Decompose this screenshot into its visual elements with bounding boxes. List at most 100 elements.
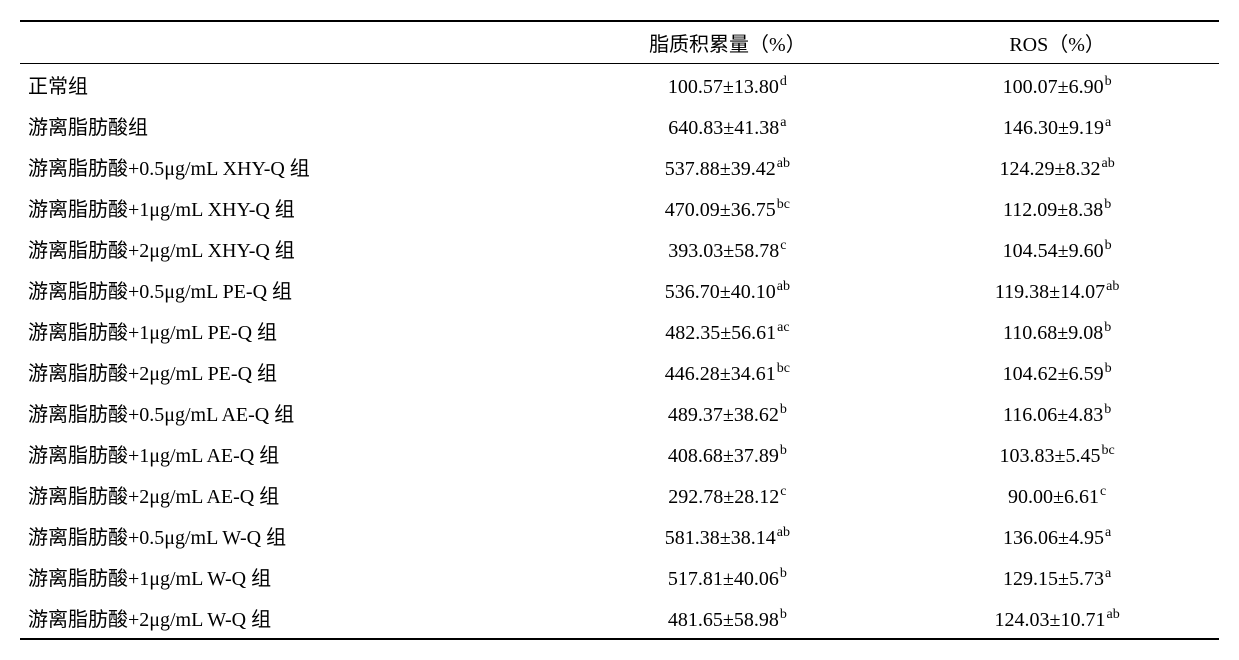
lipid-superscript: ab	[777, 525, 790, 540]
lipid-value: 470.09±36.75bc	[560, 187, 896, 228]
row-label: 游离脂肪酸组	[20, 105, 560, 146]
lipid-superscript: bc	[777, 197, 790, 212]
table-row: 正常组100.57±13.80d100.07±6.90b	[20, 64, 1219, 106]
row-label: 游离脂肪酸+0.5μg/mL PE-Q 组	[20, 269, 560, 310]
table-row: 游离脂肪酸+0.5μg/mL PE-Q 组536.70±40.10ab119.3…	[20, 269, 1219, 310]
table-row: 游离脂肪酸+0.5μg/mL W-Q 组581.38±38.14ab136.06…	[20, 515, 1219, 556]
lipid-value: 408.68±37.89b	[560, 433, 896, 474]
ros-superscript: b	[1105, 74, 1112, 89]
ros-value: 100.07±6.90b	[895, 64, 1219, 106]
table-row: 游离脂肪酸+1μg/mL AE-Q 组408.68±37.89b103.83±5…	[20, 433, 1219, 474]
ros-number: 100.07±6.90	[1003, 76, 1104, 98]
ros-number: 103.83±5.45	[1000, 445, 1101, 467]
col-header-ros: ROS（%）	[895, 21, 1219, 64]
ros-superscript: a	[1105, 525, 1111, 540]
ros-value: 112.09±8.38b	[895, 187, 1219, 228]
ros-number: 112.09±8.38	[1003, 199, 1103, 221]
ros-number: 119.38±14.07	[995, 281, 1105, 303]
lipid-superscript: c	[780, 238, 786, 253]
table-row: 游离脂肪酸+2μg/mL XHY-Q 组 393.03±58.78c 104.54±…	[20, 228, 1219, 269]
lipid-superscript: ac	[777, 320, 789, 335]
table-body: 正常组100.57±13.80d100.07±6.90b游离脂肪酸组640.83…	[20, 64, 1219, 640]
ros-number: 136.06±4.95	[1003, 527, 1104, 549]
table-row: 游离脂肪酸+1μg/mL W-Q 组517.81±40.06b129.15±5.…	[20, 556, 1219, 597]
lipid-value: 640.83±41.38a	[560, 105, 896, 146]
row-label: 游离脂肪酸+0.5μg/mL W-Q 组	[20, 515, 560, 556]
row-label: 游离脂肪酸+1μg/mL PE-Q 组	[20, 310, 560, 351]
row-label: 游离脂肪酸+1μg/mL AE-Q 组	[20, 433, 560, 474]
lipid-number: 482.35±56.61	[665, 322, 776, 344]
lipid-number: 470.09±36.75	[665, 199, 776, 221]
lipid-number: 446.28±34.61	[665, 363, 776, 385]
lipid-superscript: b	[780, 443, 787, 458]
row-label: 游离脂肪酸+1μg/mL XHY-Q 组	[20, 187, 560, 228]
ros-superscript: bc	[1102, 443, 1115, 458]
ros-value: 104.54±9.60b	[895, 228, 1219, 269]
ros-number: 90.00±6.61	[1008, 486, 1099, 508]
lipid-superscript: b	[780, 402, 787, 417]
lipid-number: 408.68±37.89	[668, 445, 779, 467]
lipid-superscript: bc	[777, 361, 790, 376]
ros-number: 129.15±5.73	[1003, 568, 1104, 590]
lipid-number: 537.88±39.42	[665, 158, 776, 180]
lipid-superscript: b	[780, 607, 787, 622]
ros-number: 110.68±9.08	[1003, 322, 1103, 344]
ros-superscript: b	[1104, 402, 1111, 417]
row-label: 游离脂肪酸+2μg/mL PE-Q 组	[20, 351, 560, 392]
col-header-lipid: 脂质积累量（%）	[560, 21, 896, 64]
ros-value: 136.06±4.95a	[895, 515, 1219, 556]
lipid-number: 536.70±40.10	[665, 281, 776, 303]
ros-superscript: b	[1104, 197, 1111, 212]
ros-value: 129.15±5.73a	[895, 556, 1219, 597]
lipid-number: 517.81±40.06	[668, 568, 779, 590]
lipid-value: 536.70±40.10ab	[560, 269, 896, 310]
ros-number: 116.06±4.83	[1003, 404, 1103, 426]
ros-number: 104.62±6.59	[1003, 363, 1104, 385]
lipid-value: 517.81±40.06b	[560, 556, 896, 597]
row-label: 游离脂肪酸+2μg/mL XHY-Q 组	[20, 228, 560, 269]
ros-value: 146.30±9.19a	[895, 105, 1219, 146]
ros-superscript: b	[1105, 361, 1112, 376]
ros-superscript: ab	[1106, 279, 1119, 294]
data-table-container: 脂质积累量（%） ROS（%） 正常组100.57±13.80d100.07±6…	[20, 20, 1219, 640]
ros-number: 146.30±9.19	[1003, 117, 1104, 139]
ros-value: 90.00±6.61c	[895, 474, 1219, 515]
ros-value: 124.03±10.71ab	[895, 597, 1219, 639]
ros-superscript: b	[1105, 238, 1112, 253]
ros-value: 110.68±9.08b	[895, 310, 1219, 351]
table-row: 游离脂肪酸+0.5μg/mL AE-Q 组489.37±38.62b116.06…	[20, 392, 1219, 433]
table-row: 游离脂肪酸+2μg/mL AE-Q 组292.78±28.12c90.00±6.…	[20, 474, 1219, 515]
ros-superscript: ab	[1107, 607, 1120, 622]
row-label: 游离脂肪酸+1μg/mL W-Q 组	[20, 556, 560, 597]
ros-value: 103.83±5.45bc	[895, 433, 1219, 474]
lipid-superscript: c	[780, 484, 786, 499]
ros-number: 124.29±8.32	[1000, 158, 1101, 180]
lipid-value: 537.88±39.42ab	[560, 146, 896, 187]
ros-number: 104.54±9.60	[1003, 240, 1104, 262]
lipid-superscript: d	[780, 74, 787, 89]
lipid-superscript: ab	[777, 156, 790, 171]
lipid-value: 446.28±34.61bc	[560, 351, 896, 392]
lipid-value: 292.78±28.12c	[560, 474, 896, 515]
data-table: 脂质积累量（%） ROS（%） 正常组100.57±13.80d100.07±6…	[20, 20, 1219, 640]
lipid-superscript: ab	[777, 279, 790, 294]
table-row: 游离脂肪酸+1μg/mL XHY-Q 组470.09±36.75bc112.09…	[20, 187, 1219, 228]
row-label: 游离脂肪酸+0.5μg/mL XHY-Q 组	[20, 146, 560, 187]
ros-value: 116.06±4.83b	[895, 392, 1219, 433]
row-label: 游离脂肪酸+2μg/mL AE-Q 组	[20, 474, 560, 515]
table-row: 游离脂肪酸+1μg/mL PE-Q 组 482.35±56.61ac 110.68±…	[20, 310, 1219, 351]
row-label: 正常组	[20, 64, 560, 106]
lipid-value: 581.38±38.14ab	[560, 515, 896, 556]
lipid-number: 581.38±38.14	[665, 527, 776, 549]
ros-value: 119.38±14.07ab	[895, 269, 1219, 310]
lipid-value: 481.65±58.98b	[560, 597, 896, 639]
ros-value: 104.62±6.59b	[895, 351, 1219, 392]
lipid-value: 100.57±13.80d	[560, 64, 896, 106]
table-row: 游离脂肪酸+2μg/mL W-Q 组481.65±58.98b124.03±10…	[20, 597, 1219, 639]
ros-number: 124.03±10.71	[995, 609, 1106, 631]
lipid-number: 393.03±58.78	[668, 240, 779, 262]
lipid-number: 100.57±13.80	[668, 76, 779, 98]
lipid-number: 481.65±58.98	[668, 609, 779, 631]
table-row: 游离脂肪酸+0.5μg/mL XHY-Q 组537.88±39.42ab124.…	[20, 146, 1219, 187]
ros-superscript: a	[1105, 115, 1111, 130]
